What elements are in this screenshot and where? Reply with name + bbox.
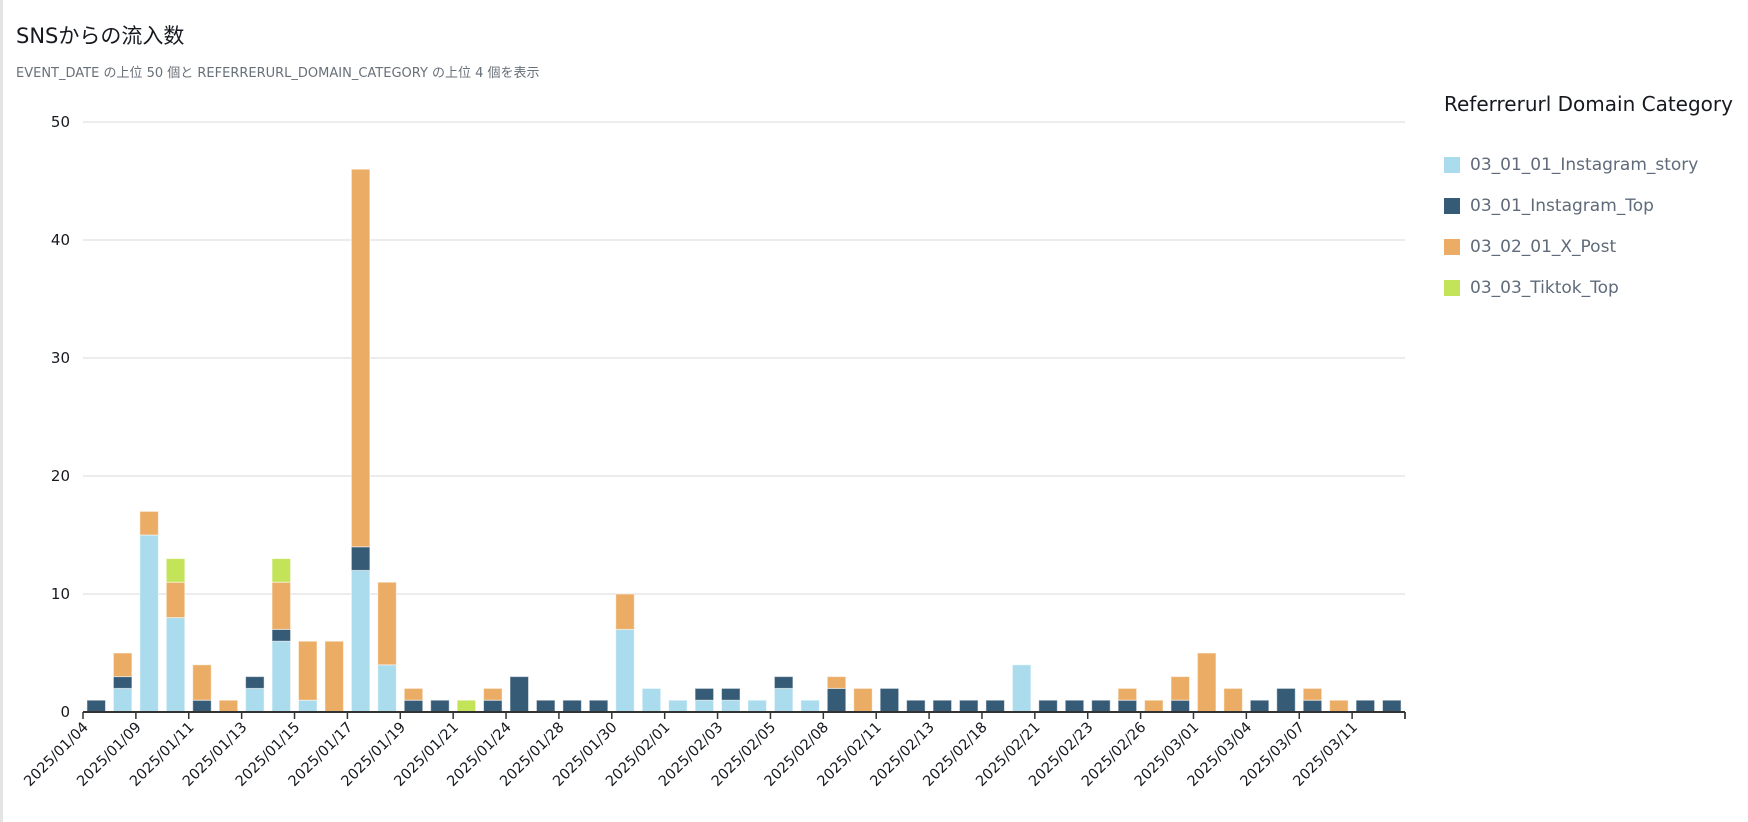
- bar-segment[interactable]: [535, 699, 556, 713]
- bar-segment[interactable]: [1170, 676, 1191, 701]
- bar-segment[interactable]: [192, 664, 212, 701]
- bar-segment[interactable]: [615, 593, 635, 630]
- bar-segment[interactable]: [1170, 699, 1191, 713]
- bar-segment[interactable]: [86, 699, 106, 713]
- bar-segment[interactable]: [694, 687, 715, 701]
- bar-segment[interactable]: [271, 558, 292, 583]
- bar-segment[interactable]: [297, 640, 318, 701]
- bar-segment[interactable]: [773, 676, 794, 689]
- legend-item[interactable]: 03_01_Instagram_Top: [1444, 185, 1733, 226]
- bar-segment[interactable]: [1302, 699, 1323, 713]
- bar-segment[interactable]: [588, 699, 609, 713]
- bar-segment[interactable]: [350, 546, 371, 571]
- legend-swatch-icon: [1444, 156, 1460, 173]
- bar-segment[interactable]: [562, 699, 582, 713]
- legend-label: 03_01_01_Instagram_story: [1470, 154, 1699, 175]
- bar-segment[interactable]: [1276, 687, 1296, 713]
- bar-segment[interactable]: [192, 699, 212, 713]
- bar-segment[interactable]: [112, 676, 133, 689]
- bar-segment[interactable]: [297, 699, 318, 713]
- bar-segment[interactable]: [932, 699, 953, 713]
- bar-segment[interactable]: [403, 687, 424, 701]
- y-tick-label: 20: [51, 467, 70, 485]
- bar-segment[interactable]: [377, 664, 397, 713]
- legend-item[interactable]: 03_02_01_X_Post: [1444, 226, 1733, 267]
- y-tick-label: 30: [51, 349, 70, 367]
- bar-segment[interactable]: [800, 699, 820, 713]
- bar-segment[interactable]: [1355, 699, 1376, 713]
- legend-label: 03_03_Tiktok_Top: [1470, 277, 1619, 298]
- bar-segment[interactable]: [1117, 699, 1138, 713]
- bar-segment[interactable]: [456, 699, 477, 713]
- legend-swatch-icon: [1444, 238, 1460, 255]
- bar-segment[interactable]: [826, 676, 847, 689]
- legend-title: Referrerurl Domain Category: [1444, 92, 1733, 116]
- bar-segment[interactable]: [245, 687, 265, 713]
- bar-segment[interactable]: [615, 628, 635, 713]
- bar-segment[interactable]: [271, 640, 292, 713]
- legend-item[interactable]: 03_01_01_Instagram_story: [1444, 144, 1733, 185]
- bar-segment[interactable]: [958, 699, 979, 713]
- bar-segment[interactable]: [245, 676, 265, 689]
- panel-border: [0, 0, 3, 822]
- bar-segment[interactable]: [403, 699, 424, 713]
- bar-segment[interactable]: [139, 510, 159, 536]
- legend-label: 03_02_01_X_Post: [1470, 236, 1617, 257]
- bar-segment[interactable]: [1249, 699, 1270, 713]
- bar-segment[interactable]: [985, 699, 1005, 713]
- legend: Referrerurl Domain Category 03_01_01_Ins…: [1444, 92, 1733, 308]
- bar-segment[interactable]: [350, 569, 371, 713]
- bar-segment[interactable]: [271, 628, 292, 642]
- bar-segment[interactable]: [1091, 699, 1111, 713]
- bar-segment[interactable]: [1382, 699, 1402, 713]
- bar-segment[interactable]: [826, 687, 847, 713]
- bar-segment[interactable]: [271, 581, 292, 630]
- bar-segment[interactable]: [218, 699, 239, 713]
- bar-segment[interactable]: [483, 687, 503, 701]
- bar-segment[interactable]: [747, 699, 767, 713]
- y-tick-label: 10: [51, 585, 70, 603]
- bar-segment[interactable]: [165, 581, 186, 619]
- chart-subtitle: EVENT_DATE の上位 50 個と REFERRERURL_DOMAIN_…: [16, 66, 540, 81]
- bar-segment[interactable]: [324, 640, 344, 713]
- bar-segment[interactable]: [430, 699, 450, 713]
- bar-segment[interactable]: [1223, 687, 1243, 713]
- y-tick-label: 0: [60, 703, 70, 721]
- bar-segment[interactable]: [509, 676, 530, 713]
- bar-segment[interactable]: [641, 687, 662, 713]
- bar-segment[interactable]: [694, 699, 715, 713]
- chart-title: SNSからの流入数: [16, 24, 185, 48]
- bar-segment[interactable]: [1064, 699, 1085, 713]
- legend-label: 03_01_Instagram_Top: [1470, 195, 1654, 216]
- bar-segment[interactable]: [350, 168, 371, 548]
- bar-segment[interactable]: [1329, 699, 1349, 713]
- bar-segment[interactable]: [139, 534, 159, 713]
- legend-item[interactable]: 03_03_Tiktok_Top: [1444, 267, 1733, 308]
- bar-segment[interactable]: [377, 581, 397, 666]
- bar-segment[interactable]: [483, 699, 503, 713]
- bar-segment[interactable]: [112, 687, 133, 713]
- bar-segment[interactable]: [1011, 664, 1032, 713]
- bar-segment[interactable]: [112, 652, 133, 678]
- bar-segment[interactable]: [668, 699, 688, 713]
- bar-segment[interactable]: [1144, 699, 1164, 713]
- legend-swatch-icon: [1444, 279, 1460, 296]
- bar-segment[interactable]: [721, 687, 741, 701]
- bar-segment[interactable]: [165, 558, 186, 583]
- bar-segment[interactable]: [1117, 687, 1138, 701]
- bar-segment[interactable]: [1038, 699, 1058, 713]
- bar-segment[interactable]: [1196, 652, 1217, 713]
- bar-segment[interactable]: [721, 699, 741, 713]
- bar-segment[interactable]: [853, 687, 873, 713]
- y-tick-label: 50: [51, 113, 70, 131]
- bar-segment[interactable]: [1302, 687, 1323, 701]
- y-tick-label: 40: [51, 231, 70, 249]
- legend-swatch-icon: [1444, 197, 1460, 214]
- bar-segment[interactable]: [906, 699, 926, 713]
- bar-segment[interactable]: [773, 687, 794, 713]
- bar-segment[interactable]: [879, 687, 900, 713]
- bar-segment[interactable]: [165, 617, 186, 713]
